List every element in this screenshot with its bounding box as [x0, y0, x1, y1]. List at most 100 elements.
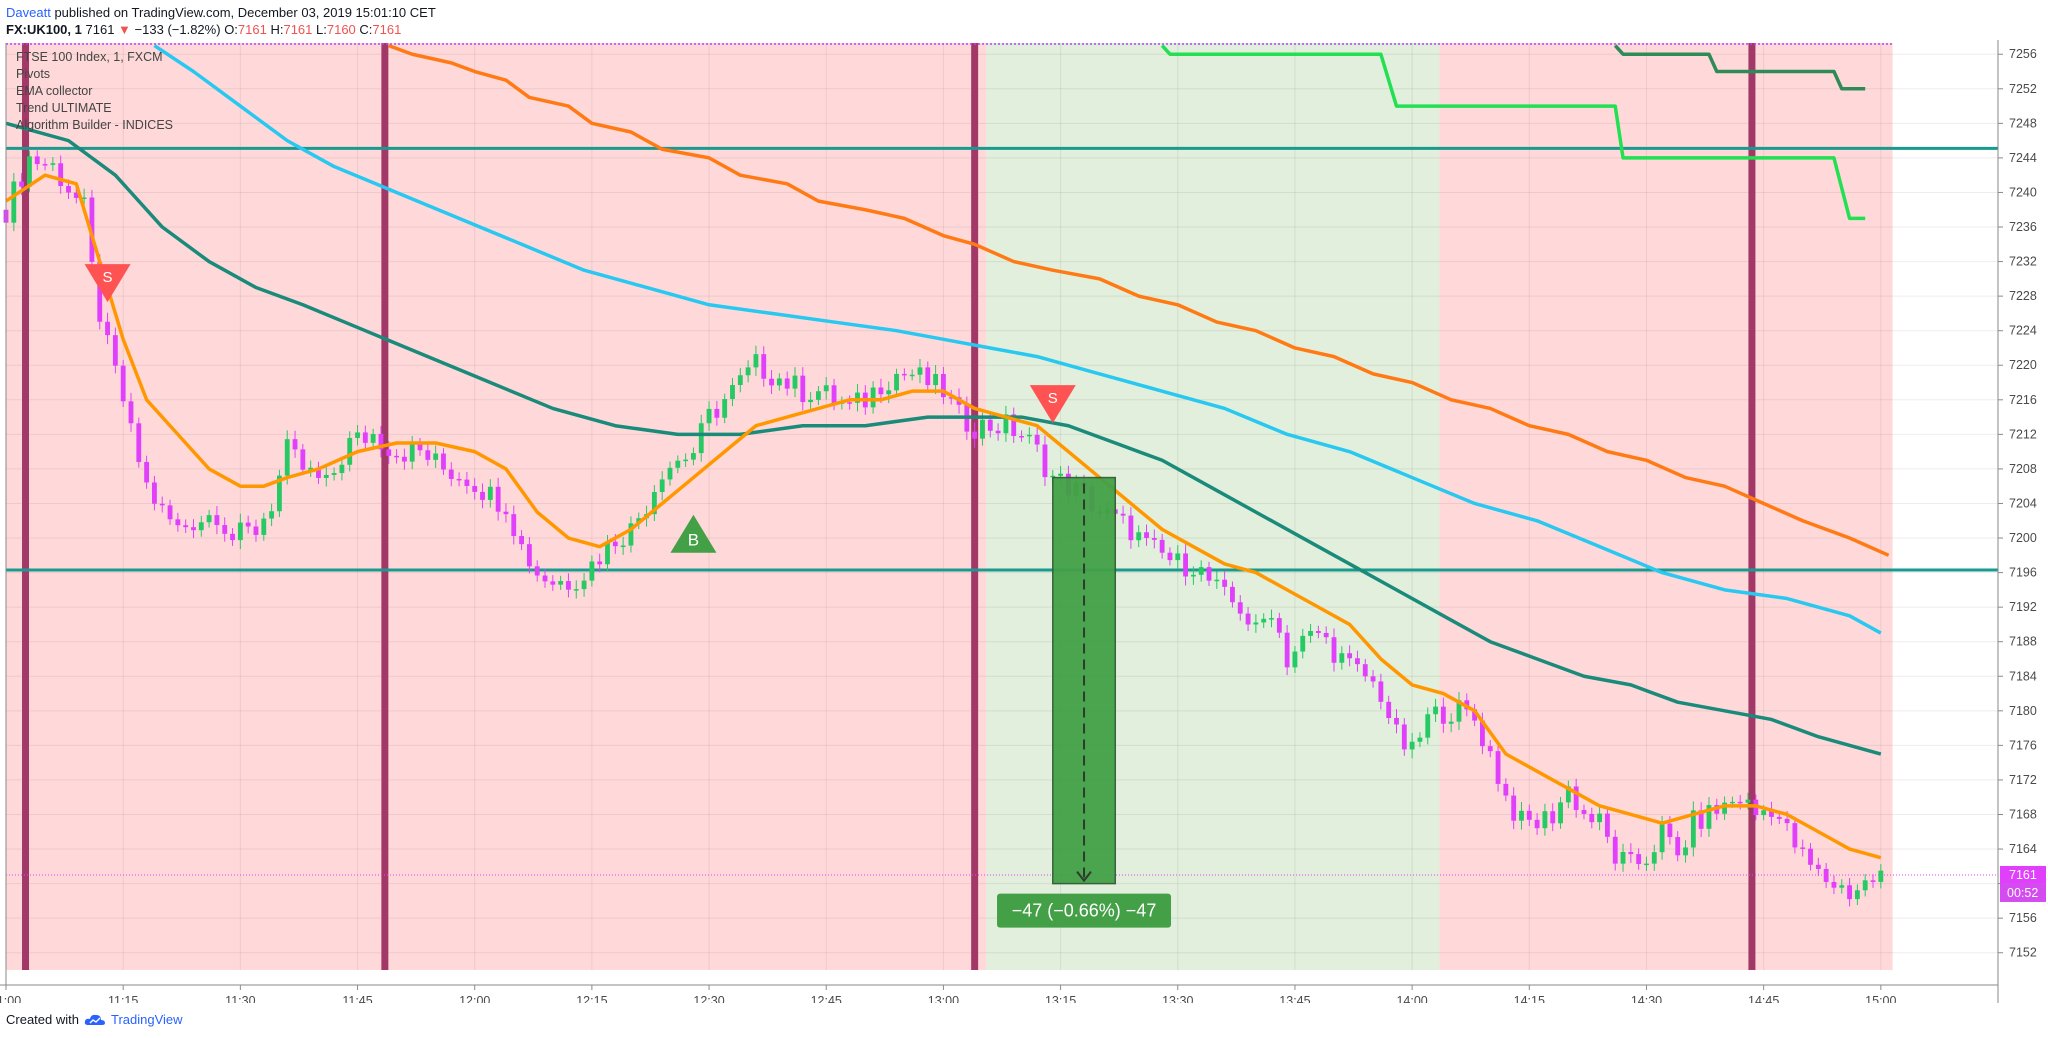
- candle-body: [1440, 706, 1446, 724]
- candle-body: [651, 491, 657, 515]
- price-tick-label: 7256: [2009, 47, 2037, 61]
- chart-area[interactable]: −47 (−0.66%) −47 S B S FTSE 100 Index, 1, FX…: [0, 40, 2048, 1008]
- candle-body: [66, 186, 71, 193]
- candle-body: [472, 485, 478, 492]
- candle-body: [1659, 823, 1665, 853]
- indicator-legend-item[interactable]: Trend ULTIMATE: [16, 101, 112, 115]
- low-value: 7160: [326, 22, 356, 37]
- candle-body: [933, 374, 939, 386]
- candle-body: [1011, 414, 1017, 437]
- candle-body: [1167, 552, 1173, 561]
- time-tick-label: 13:00: [928, 994, 959, 1003]
- candle-body: [362, 432, 368, 443]
- tradingview-brand[interactable]: TradingView: [110, 1012, 183, 1027]
- candle-body: [1409, 741, 1415, 750]
- candle-body: [534, 566, 540, 576]
- candle-body: [1612, 836, 1618, 864]
- candle-body: [175, 519, 181, 526]
- candle-body: [409, 443, 415, 462]
- time-tick-label: 14:00: [1396, 994, 1427, 1003]
- candle-body: [1737, 801, 1743, 804]
- candle-body: [1206, 567, 1212, 581]
- candle-body: [886, 390, 892, 395]
- price-tick-label: 7224: [2009, 324, 2037, 338]
- candle-body: [722, 399, 728, 418]
- candle-body: [519, 536, 524, 545]
- candle-body: [1565, 786, 1571, 803]
- time-tick-label: 14:30: [1631, 994, 1662, 1003]
- candle-body: [441, 453, 446, 470]
- candle-body: [1214, 579, 1220, 582]
- candle-body: [214, 515, 220, 526]
- sell-signal-label: S: [103, 269, 113, 286]
- candle-body: [167, 505, 173, 520]
- indicator-legend-item[interactable]: Pivots: [16, 67, 50, 81]
- candle-body: [894, 373, 899, 391]
- candle-body: [448, 469, 454, 479]
- candle-body: [612, 541, 618, 547]
- candle-body: [1722, 802, 1728, 814]
- price-tick-label: 7164: [2009, 842, 2037, 856]
- symbol-line: FX:UK100, 1 7161 ▼ −133 (−1.82%) O:7161 …: [6, 21, 436, 38]
- candle-body: [987, 419, 993, 431]
- candle-body: [269, 511, 275, 519]
- time-tick-label: 11:15: [108, 994, 138, 1003]
- candle-body: [1308, 631, 1313, 636]
- price-tick-label: 7180: [2009, 704, 2037, 718]
- candle-body: [97, 261, 103, 322]
- publish-line: Daveatt published on TradingView.com, De…: [6, 4, 436, 21]
- price-chart[interactable]: −47 (−0.66%) −47 S B S FTSE 100 Index, 1, FX…: [0, 40, 2048, 1008]
- price-tick-label: 7176: [2009, 738, 2037, 752]
- price-change: −133 (−1.82%): [134, 22, 221, 37]
- price-tick-label: 7188: [2009, 635, 2037, 649]
- candle-body: [847, 402, 853, 404]
- candle-body: [1558, 802, 1563, 824]
- time-tick-label: 12:45: [811, 994, 842, 1003]
- candle-body: [1862, 880, 1868, 891]
- candle-body: [566, 581, 571, 590]
- candle-body: [753, 354, 759, 368]
- candle-body: [1542, 811, 1548, 829]
- candle-body: [58, 163, 64, 187]
- candle-body: [1417, 737, 1423, 742]
- candle-body: [878, 387, 884, 395]
- candle-body: [1128, 515, 1134, 541]
- indicator-legend-item[interactable]: Algorithm Builder - INDICES: [16, 118, 173, 132]
- price-tick-label: 7168: [2009, 807, 2037, 821]
- price-tick-label: 7208: [2009, 462, 2037, 476]
- candle-body: [776, 378, 782, 386]
- price-tick-label: 7156: [2009, 911, 2037, 925]
- candle-body: [558, 581, 564, 585]
- price-tick-label: 7172: [2009, 773, 2037, 787]
- low-label: L:: [316, 22, 327, 37]
- candle-body: [1745, 799, 1751, 803]
- candle-body: [901, 373, 907, 376]
- candle-body: [1511, 795, 1517, 821]
- time-tick-label: 14:45: [1748, 994, 1779, 1003]
- created-with-text: Created with: [6, 1012, 79, 1027]
- candle-body: [1401, 724, 1407, 750]
- price-tick-label: 7196: [2009, 566, 2037, 580]
- candle-body: [1870, 880, 1876, 882]
- candle-body: [972, 431, 978, 439]
- candle-body: [1198, 567, 1204, 575]
- measure-label-box: [997, 893, 1172, 928]
- time-tick-label: 11:00: [0, 994, 21, 1003]
- candle-body: [1792, 823, 1798, 848]
- ema-slow-line: [153, 44, 1882, 635]
- author-link[interactable]: Daveatt: [6, 5, 51, 20]
- time-tick-label: 11:45: [342, 994, 372, 1003]
- ema-fast-line: [5, 173, 1882, 860]
- indicator-legend-item[interactable]: EMA collector: [16, 84, 92, 98]
- candle-body: [925, 367, 931, 386]
- time-tick-label: 12:00: [459, 994, 490, 1003]
- candle-body: [948, 397, 954, 399]
- candle-body: [1534, 819, 1540, 829]
- candle-body: [917, 367, 923, 375]
- candle-body: [605, 541, 610, 565]
- candle-body: [495, 486, 501, 512]
- price-tick-label: 7248: [2009, 116, 2037, 130]
- candle-body: [1222, 579, 1228, 587]
- candle-body: [784, 378, 790, 389]
- price-tick-label: 7212: [2009, 427, 2037, 441]
